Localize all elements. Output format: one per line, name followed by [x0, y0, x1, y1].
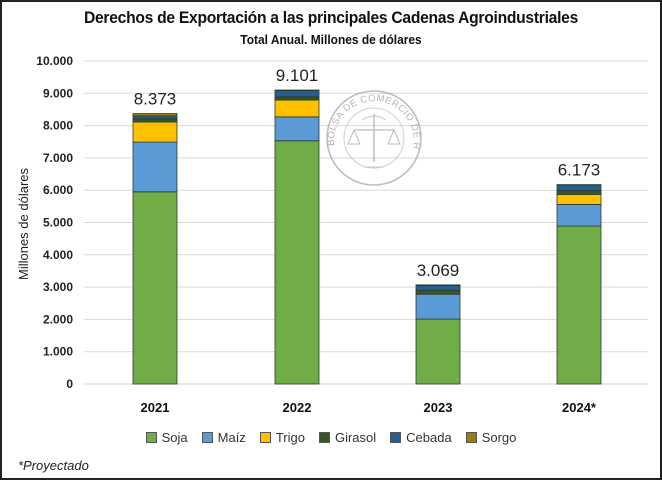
legend-swatch	[318, 432, 330, 443]
y-axis-title: Millones de dólares	[16, 168, 31, 281]
bar-segment-girasol	[415, 289, 461, 295]
bar-segment-soja	[415, 318, 461, 385]
y-tick-label: 8.000	[43, 119, 73, 133]
y-tick-label: 9.000	[43, 86, 73, 100]
y-tick-label: 0	[66, 377, 73, 391]
y-tick-label: 7.000	[43, 151, 73, 165]
bar-stack-2022	[274, 89, 320, 385]
total-labels: 8.373 9.101 3.069 6.173	[134, 66, 601, 280]
bar-segment-maíz	[556, 204, 602, 227]
y-tick-label: 3.000	[43, 280, 73, 294]
legend-label: Girasol	[334, 430, 377, 445]
chart-subtitle: Total Anual. Millones de dólares	[240, 32, 422, 47]
legend-swatch	[259, 432, 271, 443]
bar-stack-2024	[556, 184, 602, 385]
y-tick-label: 10.000	[36, 54, 73, 68]
legend: Soja Maíz Trigo Girasol Cebada Sorgo	[2, 430, 660, 445]
bar-segment-sorgo	[274, 89, 320, 91]
footnote: *Proyectado	[18, 458, 89, 473]
legend-swatch	[145, 432, 157, 443]
legend-item-soja: Soja	[145, 430, 188, 445]
bar-stack-2021	[132, 113, 178, 385]
bar-segment-trigo	[556, 193, 602, 205]
total-data-label: 3.069	[417, 261, 460, 280]
bar-segment-soja	[132, 191, 178, 385]
y-tick-label: 5.000	[43, 216, 73, 230]
total-data-label: 9.101	[276, 66, 319, 85]
bar-segment-cebada	[415, 285, 461, 291]
legend-item-trigo: Trigo	[259, 430, 305, 445]
legend-label: Trigo	[275, 430, 305, 445]
legend-item-cebada: Cebada	[390, 430, 452, 445]
bar-segment-girasol	[274, 96, 320, 101]
y-tick-label: 6.000	[43, 183, 73, 197]
bar-segment-maíz	[274, 116, 320, 142]
bar-segment-soja	[274, 140, 320, 385]
bar-stack-2023	[415, 284, 461, 385]
bar-segment-sorgo	[556, 184, 602, 186]
bar-segment-maíz	[415, 293, 461, 320]
total-data-label: 6.173	[558, 161, 601, 180]
bar-segment-sorgo	[415, 284, 461, 286]
bar-segment-sorgo	[132, 113, 178, 117]
x-tick-label: 2022	[283, 400, 312, 415]
x-tick-label: 2024*	[562, 400, 597, 415]
chart-title: Derechos de Exportación a las principale…	[83, 8, 579, 27]
y-tick-label: 1.000	[43, 345, 73, 359]
legend-label: Sorgo	[481, 430, 517, 445]
bar-segment-girasol	[556, 190, 602, 195]
y-tick-label: 2.000	[43, 312, 73, 326]
y-tick-label: 4.000	[43, 248, 73, 262]
bar-segment-soja	[556, 225, 602, 385]
x-tick-label: 2023	[424, 400, 453, 415]
bar-segment-cebada	[556, 184, 602, 191]
bar-segment-cebada	[274, 89, 320, 98]
bar-segment-trigo	[274, 99, 320, 118]
gridlines	[84, 60, 648, 385]
legend-item-sorgo: Sorgo	[465, 430, 517, 445]
bar-segment-girasol	[132, 118, 178, 123]
legend-item-girasol: Girasol	[318, 430, 377, 445]
total-data-label: 8.373	[134, 90, 177, 109]
y-axis-ticks: 0 1.000 2.000 3.000 4.000 5.000 6.000 7.000 8.00…	[36, 54, 73, 391]
legend-label: Maíz	[217, 430, 246, 445]
bars	[132, 89, 602, 385]
legend-label: Soja	[161, 430, 188, 445]
x-axis-labels: 2021 2022 2023 2024*	[141, 400, 597, 415]
bar-segment-maíz	[132, 141, 178, 193]
legend-swatch	[465, 432, 477, 443]
bar-segment-trigo	[132, 121, 178, 143]
legend-item-maíz: Maíz	[201, 430, 246, 445]
legend-swatch	[390, 432, 402, 443]
bar-segment-cebada	[132, 115, 178, 120]
x-tick-label: 2021	[141, 400, 170, 415]
legend-label: Cebada	[406, 430, 452, 445]
legend-swatch	[201, 432, 213, 443]
